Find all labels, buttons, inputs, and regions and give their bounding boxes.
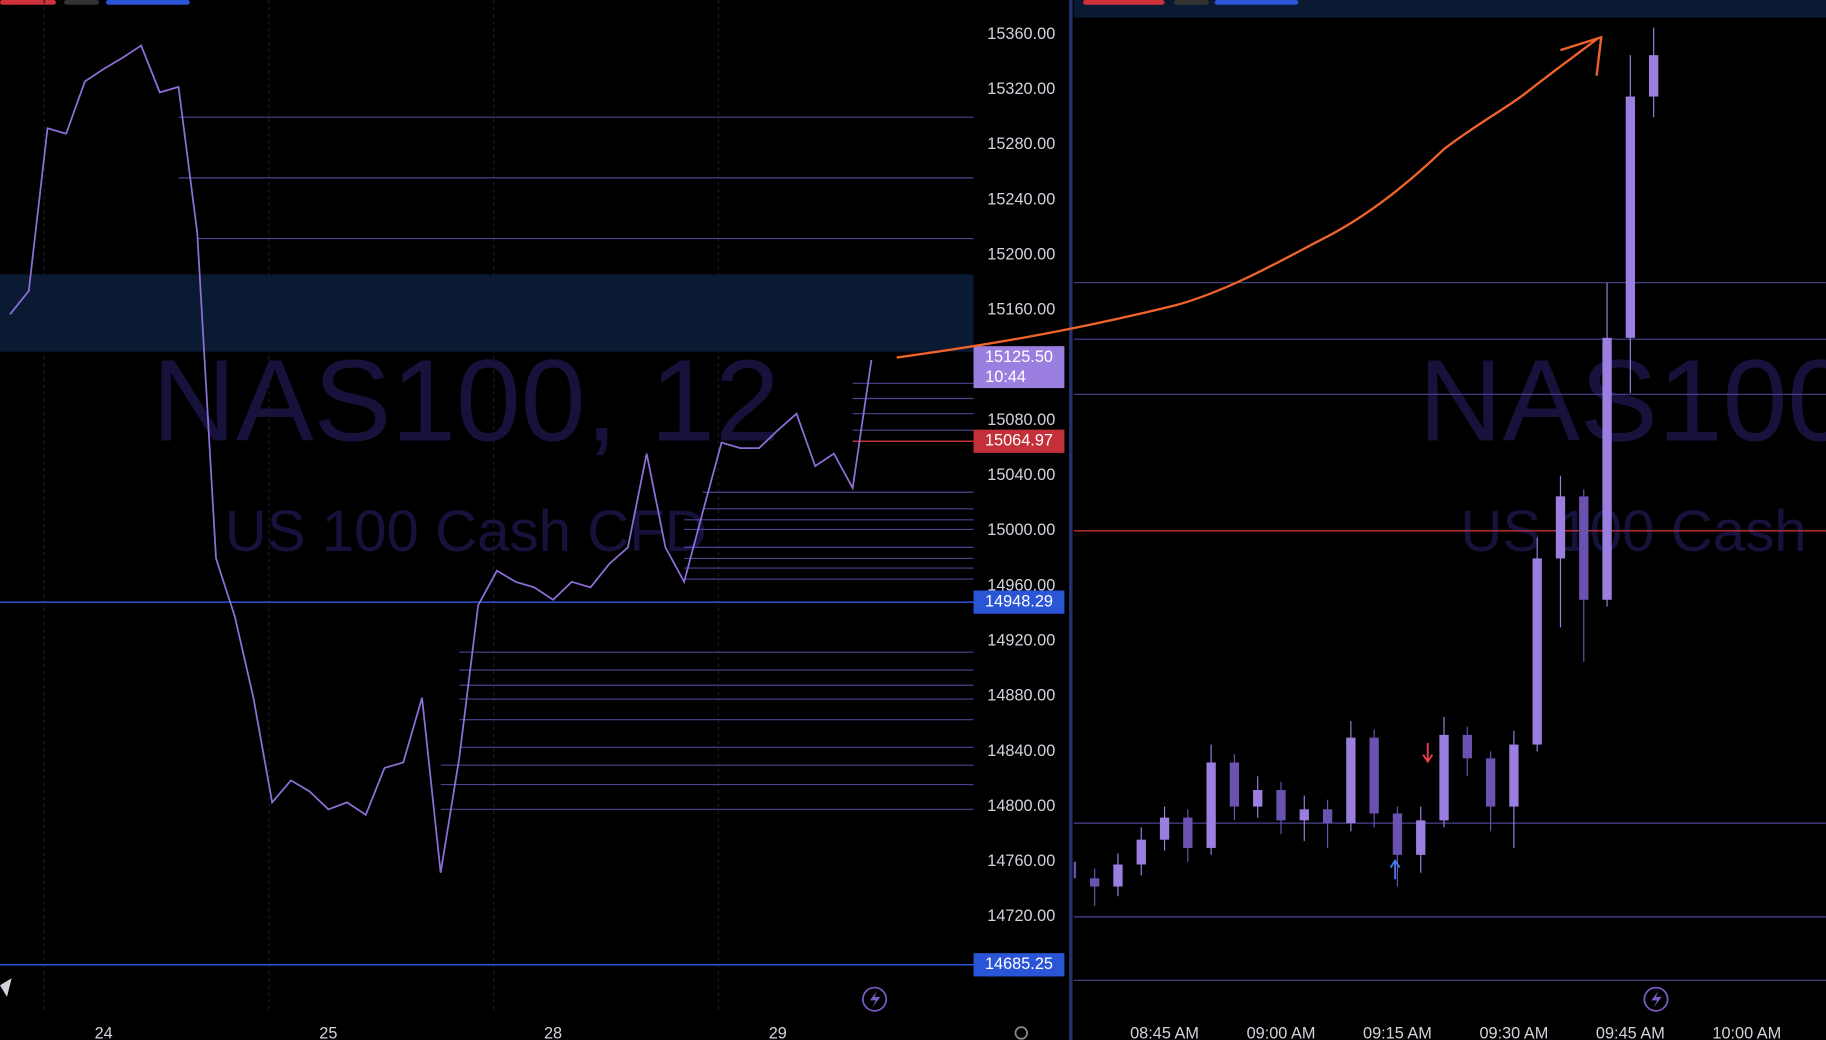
plot: NAS100, US 100 Cash C xyxy=(1073,27,1826,981)
candle-body xyxy=(1392,813,1403,855)
y-tick-label: 14840.00 xyxy=(987,742,1055,760)
y-tick-label: 15160.00 xyxy=(987,301,1055,319)
candle-body xyxy=(1253,790,1263,807)
candle-body xyxy=(1555,496,1566,559)
candle-body xyxy=(1462,734,1472,759)
price-tag-countdown: 10:44 xyxy=(985,368,1026,386)
x-tick-label: 24 xyxy=(95,1024,113,1040)
price-tag-label: 15125.50 xyxy=(985,348,1053,366)
zone xyxy=(0,274,974,352)
tab[interactable] xyxy=(1083,0,1165,5)
candle-body xyxy=(1416,820,1426,855)
price-tag xyxy=(973,953,1065,977)
y-tick-label: 14760.00 xyxy=(987,852,1055,870)
x-tick-label: 09:15 AM xyxy=(1363,1024,1432,1040)
tab[interactable] xyxy=(1214,0,1299,5)
price-tag-label: 14685.25 xyxy=(985,955,1053,973)
plot: NAS100, 12 US 100 Cash CFD xyxy=(0,0,974,1013)
candle-body xyxy=(1090,878,1100,887)
watermark-title: NAS100, 12 xyxy=(152,336,780,466)
sell-marker xyxy=(1422,743,1434,764)
price-tag xyxy=(973,429,1065,453)
x-tick-label: 10:00 AM xyxy=(1712,1024,1781,1040)
buy-marker xyxy=(1389,858,1401,880)
y-tick-label: 14720.00 xyxy=(987,907,1055,925)
annotations xyxy=(0,35,1669,1040)
arrow-head xyxy=(1560,35,1603,76)
candle-body xyxy=(1369,737,1379,814)
candle-body xyxy=(1136,839,1146,865)
candle-body xyxy=(1276,790,1286,821)
y-tick-label: 14920.00 xyxy=(987,631,1055,649)
candle-body xyxy=(1648,55,1659,97)
candle-body xyxy=(1073,861,1077,879)
pane: NAS100, US 100 Cash C 08:45 AM 09:00 AM 09:1… xyxy=(1073,27,1826,1040)
price-tag xyxy=(973,590,1065,614)
candle-body xyxy=(1439,734,1449,821)
x-tick-label: 28 xyxy=(544,1024,562,1040)
tab[interactable] xyxy=(64,0,99,5)
x-tick-label: 08:45 AM xyxy=(1130,1024,1199,1040)
logo-fragment xyxy=(0,978,12,997)
price-tag-label: 15064.97 xyxy=(985,432,1053,450)
candle-body xyxy=(1346,737,1356,824)
candle-body xyxy=(1532,558,1542,745)
x-tick-label: 29 xyxy=(769,1024,787,1040)
tab[interactable] xyxy=(105,0,190,5)
watermark-subtitle: US 100 Cash CFD xyxy=(225,499,707,564)
drawn-arrow xyxy=(896,37,1599,359)
y-tick-label: 14960.00 xyxy=(987,576,1055,594)
y-tick-label: 15240.00 xyxy=(987,190,1055,208)
lightning-icon[interactable] xyxy=(862,986,888,1012)
y-tick-label: 15320.00 xyxy=(987,80,1055,98)
lightning-icon[interactable] xyxy=(1643,986,1669,1012)
settings-icon[interactable] xyxy=(1014,1026,1028,1040)
candle-body xyxy=(1322,809,1333,824)
y-tick-label: 14800.00 xyxy=(987,797,1055,815)
tab[interactable] xyxy=(1173,0,1209,5)
y-tick-label: 15280.00 xyxy=(987,135,1055,153)
watermark-title: NAS100, xyxy=(1418,336,1826,466)
candle-body xyxy=(1485,758,1496,807)
y-tick-label: 15000.00 xyxy=(987,521,1055,539)
candle-body xyxy=(1159,817,1170,840)
x-tick-label: 09:30 AM xyxy=(1479,1024,1548,1040)
candle-body xyxy=(1299,809,1309,821)
price-tag-label: 14948.29 xyxy=(985,592,1053,610)
price-tag xyxy=(973,346,1065,389)
candle-body xyxy=(1579,496,1589,600)
candle-body xyxy=(1625,96,1636,338)
x-tick-label: 09:00 AM xyxy=(1247,1024,1316,1040)
y-tick-label: 14880.00 xyxy=(987,687,1055,705)
candle-body xyxy=(1602,337,1612,600)
y-tick-label: 15200.00 xyxy=(987,245,1055,263)
y-tick-label: 15080.00 xyxy=(987,411,1055,429)
y-tick-label: 15360.00 xyxy=(987,25,1055,43)
x-tick-label: 25 xyxy=(319,1024,337,1040)
toolbar xyxy=(0,0,1826,18)
candle-body xyxy=(1206,762,1216,848)
price-line-series xyxy=(9,44,873,873)
candle-body xyxy=(1229,762,1240,807)
tab[interactable] xyxy=(0,0,56,5)
y-tick-label: 15040.00 xyxy=(987,466,1055,484)
candle-body xyxy=(1509,744,1519,807)
candle-body xyxy=(1113,864,1123,887)
candle-body xyxy=(1183,817,1193,848)
watermark-subtitle: US 100 Cash C xyxy=(1460,499,1826,564)
x-tick-label: 09:45 AM xyxy=(1596,1024,1665,1040)
